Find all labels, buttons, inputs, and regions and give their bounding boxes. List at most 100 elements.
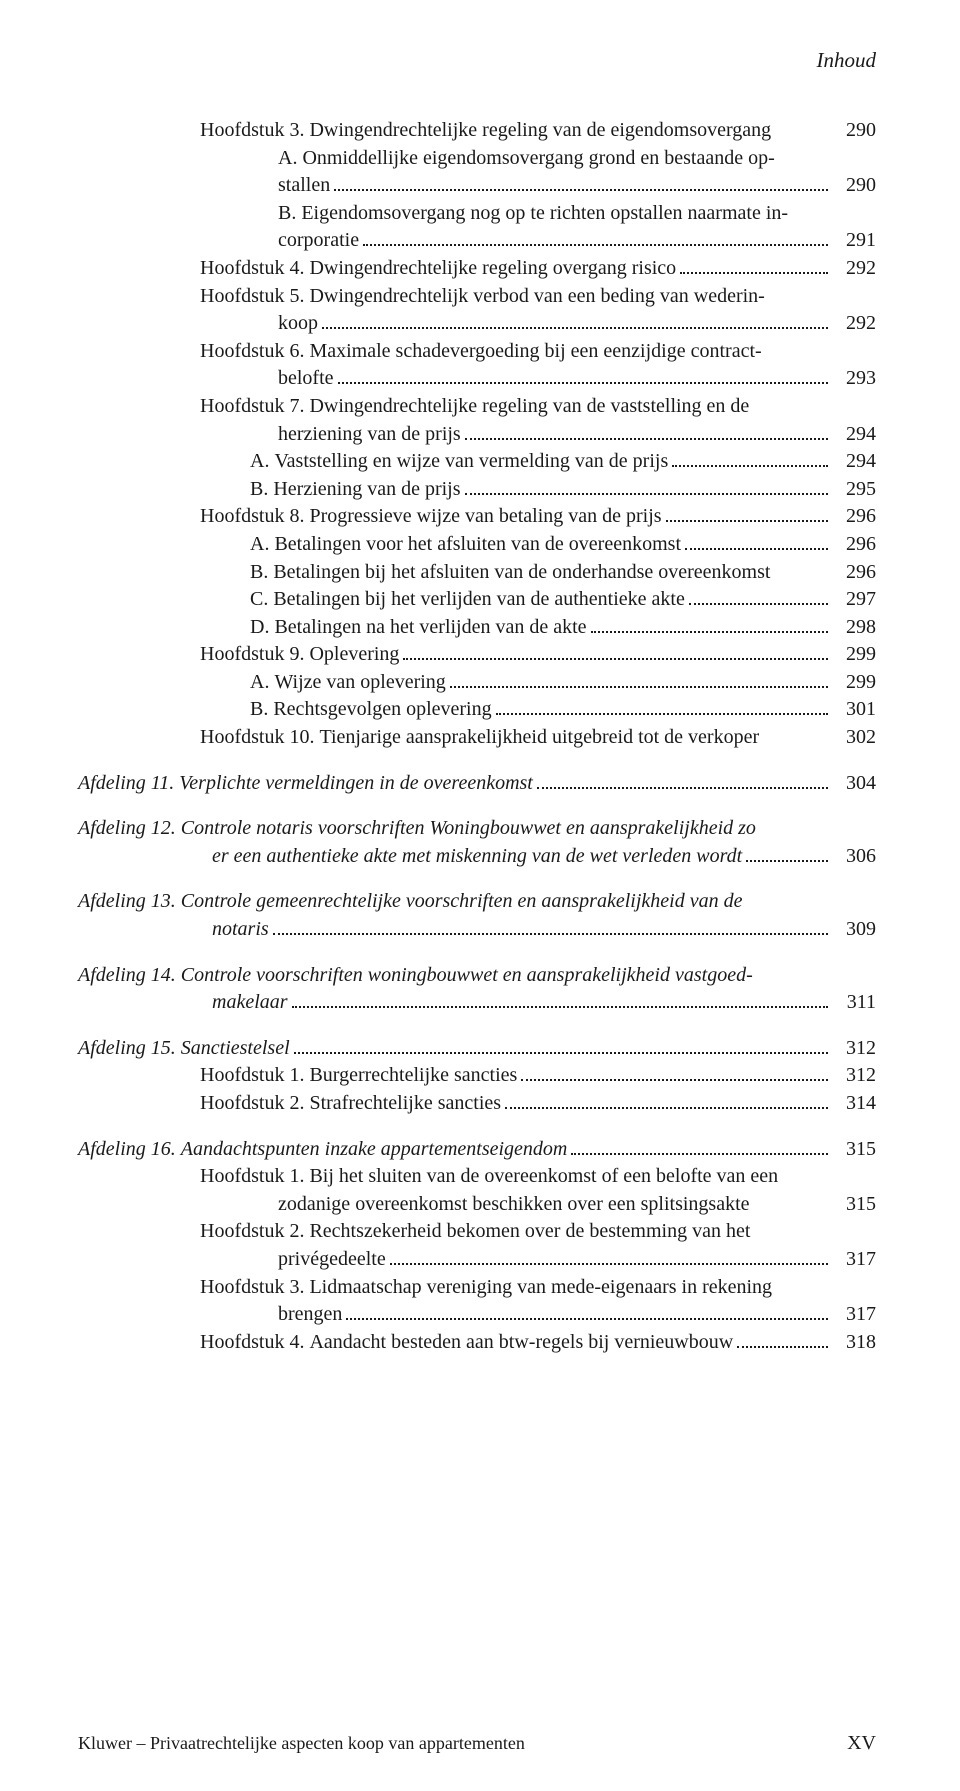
toc-entry-page: 312 [832,1062,876,1090]
toc-entry-title: Betalingen bij het verlijden van de auth… [273,586,685,614]
table-of-contents: Hoofdstuk 3. Dwingendrechtelijke regelin… [78,117,876,1356]
toc-entry-page: 292 [832,310,876,338]
toc-leader-dots [666,503,828,522]
toc-entry-label: Hoofdstuk 3. [200,1274,309,1302]
toc-entry-page: 296 [832,503,876,531]
toc-entry-page: 295 [832,476,876,504]
toc-entry-label: Hoofdstuk 1. [200,1062,309,1090]
toc-entry-page: 314 [832,1090,876,1118]
toc-entry: Hoofdstuk 2. Strafrechtelijke sancties31… [78,1090,876,1118]
toc-entry-page: 290 [832,117,876,145]
toc-entry: Hoofdstuk 5. Dwingendrechtelijk verbod v… [78,283,876,311]
toc-block-gap [78,870,876,888]
toc-entry-title: Maximale schadevergoeding bij een eenzij… [309,338,761,366]
toc-entry-title: privégedeelte [278,1246,386,1274]
toc-entry-title: Betalingen bij het afsluiten van de onde… [273,559,780,587]
toc-entry: Hoofdstuk 2. Rechtszekerheid bekomen ove… [78,1218,876,1246]
toc-entry-label: Hoofdstuk 1. [200,1163,309,1191]
toc-entry-title: Verplichte vermeldingen in de overeenkom… [179,770,533,798]
toc-leader-dots [390,1246,828,1265]
toc-leader-dots [465,476,828,495]
toc-entry-page: 299 [832,641,876,669]
toc-entry-title: zodanige overeenkomst beschikken over ee… [278,1191,760,1219]
toc-leader-dots [334,172,828,191]
toc-entry-continuation: notaris309 [78,916,876,944]
toc-entry-title: Dwingendrechtelijke regeling van de eige… [309,117,781,145]
toc-entry-continuation: koop292 [78,310,876,338]
toc-entry: Afdeling 11. Verplichte vermeldingen in … [78,770,876,798]
toc-entry-page: 315 [832,1191,876,1219]
toc-entry-label: Hoofdstuk 3. [200,117,309,145]
toc-entry-title: Controle voorschriften woningbouwwet en … [181,962,753,990]
toc-entry-title: Controle gemeenrechtelijke voorschriften… [181,888,743,916]
toc-entry: B. Rechtsgevolgen oplevering301 [78,696,876,724]
toc-entry-title: Dwingendrechtelijke regeling van de vast… [309,393,749,421]
toc-entry: B. Betalingen bij het afsluiten van de o… [78,559,876,587]
toc-entry-label: Afdeling 13. [78,888,181,916]
toc-entry-page: 292 [832,255,876,283]
toc-entry: Hoofdstuk 4. Aandacht besteden aan btw-r… [78,1329,876,1357]
toc-entry-continuation: belofte293 [78,365,876,393]
toc-leader-dots [403,641,828,660]
footer-folio: XV [847,1732,876,1755]
toc-entry-page: 291 [832,227,876,255]
toc-entry: B. Herziening van de prijs295 [78,476,876,504]
toc-entry-continuation: B. Eigendomsovergang nog op te richten o… [78,200,876,228]
toc-entry: Hoofdstuk 6. Maximale schadevergoeding b… [78,338,876,366]
toc-entry-title: Strafrechtelijke sancties [309,1090,501,1118]
toc-leader-dots [591,614,828,633]
toc-entry-page: 298 [832,614,876,642]
toc-entry-label: A. [250,669,274,697]
toc-leader-dots [685,531,828,550]
toc-leader-dots [338,365,828,384]
toc-entry: Hoofdstuk 1. Burgerrechtelijke sancties3… [78,1062,876,1090]
toc-leader-dots [450,669,828,688]
toc-entry-title: Oplevering [309,641,399,669]
toc-entry-title: Betalingen na het verlijden van de akte [274,614,586,642]
toc-leader-dots [537,770,828,789]
toc-entry: Hoofdstuk 10. Tienjarige aansprakelijkhe… [78,724,876,752]
toc-entry-page: 318 [832,1329,876,1357]
toc-entry: C. Betalingen bij het verlijden van de a… [78,586,876,614]
toc-leader-dots [521,1062,828,1081]
toc-entry-continuation: A. Onmiddellijke eigendomsovergang grond… [78,145,876,173]
toc-entry-page: 299 [832,669,876,697]
toc-leader-dots [496,696,828,715]
toc-block-gap [78,1017,876,1035]
toc-entry-page: 304 [832,770,876,798]
toc-block-gap [78,797,876,815]
toc-entry: Hoofdstuk 8. Progressieve wijze van beta… [78,503,876,531]
toc-entry: Afdeling 15. Sanctiestelsel312 [78,1035,876,1063]
toc-entry-label: B. [250,696,273,724]
toc-entry-title: A. Onmiddellijke eigendomsovergang grond… [278,145,775,173]
toc-entry-label: Hoofdstuk 2. [200,1218,309,1246]
toc-entry-page: 297 [832,586,876,614]
toc-entry: Hoofdstuk 7. Dwingendrechtelijke regelin… [78,393,876,421]
toc-entry-title: Bij het sluiten van de overeenkomst of e… [309,1163,778,1191]
toc-entry: Afdeling 13. Controle gemeenrechtelijke … [78,888,876,916]
toc-entry: A. Betalingen voor het afsluiten van de … [78,531,876,559]
toc-entry-page: 309 [832,916,876,944]
toc-leader-dots [292,989,828,1008]
toc-entry-title: Controle notaris voorschriften Woningbou… [181,815,756,843]
toc-entry-title: Tienjarige aansprakelijkheid uitgebreid … [319,724,769,752]
toc-leader-dots [465,421,828,440]
toc-entry: Afdeling 16. Aandachtspunten inzake appa… [78,1136,876,1164]
toc-entry-label: Hoofdstuk 4. [200,1329,309,1357]
toc-entry-label: Hoofdstuk 4. [200,255,309,283]
toc-entry-title: corporatie [278,227,359,255]
toc-entry-page: 306 [832,843,876,871]
toc-entry-page: 293 [832,365,876,393]
toc-leader-dots [322,310,828,329]
toc-entry-page: 294 [832,448,876,476]
toc-leader-dots [746,843,828,862]
toc-entry-label: B. [250,476,273,504]
toc-entry-title: Rechtsgevolgen oplevering [273,696,491,724]
toc-entry-title: herziening van de prijs [278,421,461,449]
toc-entry-continuation: er een authentieke akte met miskenning v… [78,843,876,871]
toc-entry-label: Hoofdstuk 8. [200,503,309,531]
toc-block-gap [78,1118,876,1136]
toc-entry-label: Hoofdstuk 7. [200,393,309,421]
toc-leader-dots [505,1090,828,1109]
toc-entry-label: Afdeling 16. [78,1136,181,1164]
